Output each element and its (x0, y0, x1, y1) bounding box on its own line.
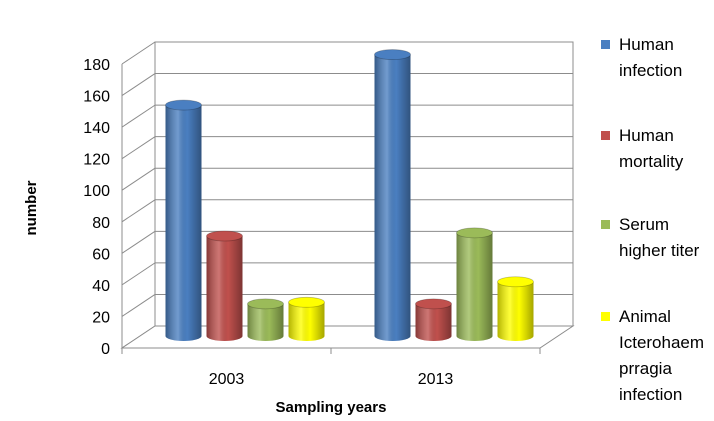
bars-layer (165, 49, 534, 342)
axis-labels: number Sampling years (23, 180, 386, 416)
legend-label: infection (619, 61, 682, 80)
legend-label: prragia (619, 359, 672, 378)
legend: Human infection Human mortality Serum higher … (601, 35, 704, 404)
bar (206, 230, 243, 342)
bar-top (288, 296, 325, 308)
legend-label: Human (619, 35, 674, 54)
bar-top (415, 298, 452, 310)
gridline-side (121, 294, 156, 317)
y-tick-label: 40 (92, 278, 110, 295)
legend-label: mortality (619, 152, 684, 171)
y-tick-label: 0 (101, 341, 110, 358)
bar (497, 276, 534, 342)
gridline-side (121, 230, 156, 254)
legend-swatch (601, 40, 610, 49)
bar-top (456, 227, 493, 239)
legend-swatch (601, 312, 610, 321)
bar-shading (206, 236, 243, 342)
gridline-side (121, 262, 156, 286)
bar-shading (247, 303, 284, 342)
bar-shading (165, 105, 202, 342)
legend-item: Human infection (601, 35, 682, 80)
bar-top (247, 298, 284, 310)
gridline-side (121, 199, 156, 223)
gridline-side (121, 73, 156, 96)
legend-label: Animal (619, 307, 671, 326)
x-tick-label: 2013 (418, 371, 454, 388)
y-tick-label: 160 (83, 89, 110, 106)
legend-item: Human mortality (601, 126, 684, 171)
legend-swatch (601, 131, 610, 140)
bar-top (206, 230, 243, 242)
bar (415, 298, 452, 342)
bar (288, 296, 325, 342)
legend-label: infection (619, 385, 682, 404)
gridline-side (121, 41, 156, 65)
gridline-side (121, 167, 156, 191)
legend-label: Human (619, 126, 674, 145)
gridline-side (121, 136, 156, 160)
y-tick-label: 120 (83, 152, 110, 169)
y-tick-label: 20 (92, 309, 110, 326)
bar (374, 49, 411, 342)
bar (247, 298, 284, 342)
bar-top (165, 99, 202, 111)
y-tick-label: 140 (83, 120, 110, 137)
legend-swatch (601, 220, 610, 229)
legend-item: Serum higher titer (601, 215, 700, 260)
bar-top (374, 49, 411, 60)
legend-label: Icterohaem (619, 333, 704, 352)
x-tick-label: 2003 (209, 371, 245, 388)
y-tick-label: 80 (92, 215, 110, 232)
bar-shading (374, 54, 411, 342)
bar-shading (288, 302, 325, 342)
x-axis-label: Sampling years (276, 399, 387, 416)
bar (165, 99, 202, 342)
gridline-side (121, 104, 156, 128)
bar-shading (415, 303, 452, 342)
bar (456, 227, 493, 342)
bar-shading (456, 232, 493, 342)
y-tick-label: 100 (83, 183, 110, 200)
legend-label: higher titer (619, 241, 700, 260)
legend-label: Serum (619, 215, 669, 234)
bar-shading (497, 281, 534, 342)
bar-top (497, 276, 534, 288)
y-tick-label: 180 (83, 57, 110, 74)
y-axis-label: number (23, 180, 40, 235)
y-tick-label: 60 (92, 246, 110, 263)
legend-item: Animal Icterohaem prragia infection (601, 307, 704, 404)
